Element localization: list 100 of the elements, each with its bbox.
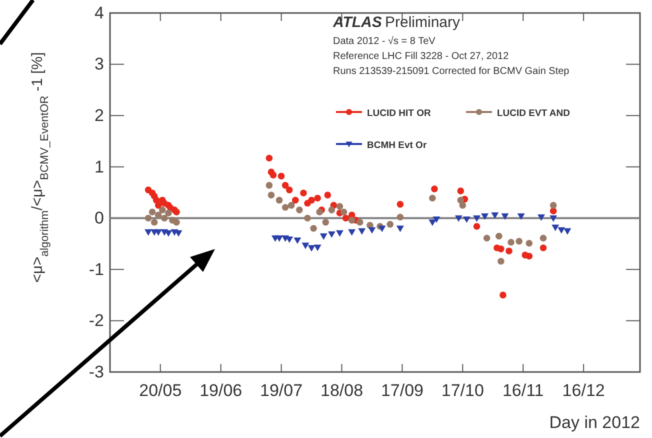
point [154,212,162,218]
point [336,202,344,210]
y-tick-label: 1 [94,157,104,176]
point [144,214,152,222]
point [501,213,509,220]
point [302,242,310,250]
point [266,182,273,189]
point [498,258,504,265]
point [288,202,295,209]
point [296,206,303,214]
point [266,154,273,162]
y-tick-label: 0 [94,208,104,228]
point [506,248,512,254]
point [282,182,289,189]
point [300,190,307,196]
point [304,214,311,222]
point [552,224,560,232]
point [564,228,572,235]
annotation: Data 2012 - √s = 8 TeV [333,36,436,47]
y-tick-label: 4 [94,3,104,22]
point [328,231,336,238]
point [396,214,404,221]
y-tick-label: -3 [88,362,104,382]
point [396,226,404,232]
point [161,214,168,222]
point [538,214,545,221]
point [276,196,283,204]
point [173,218,180,226]
point [498,246,504,252]
point [473,222,480,230]
point [558,227,566,234]
point [286,186,293,194]
point [356,218,364,226]
point [386,220,394,228]
point [348,229,356,236]
point [462,216,470,223]
x-tick-label: 17/09 [380,381,424,400]
point [473,215,481,222]
x-tick-label: 20/05 [139,381,182,400]
annotation: Reference LHC Fill 3228 - Oct 27, 2012 [333,51,510,62]
point [500,292,506,298]
point [268,192,275,198]
legend-label: LUCID HIT OR [367,108,431,119]
point [526,240,533,247]
point [294,237,302,244]
point [431,186,438,192]
x-tick-label: 18/08 [320,381,364,400]
point [428,220,436,226]
point [496,232,502,240]
point [282,204,289,211]
point [320,233,328,240]
point [378,226,386,232]
point [540,244,547,252]
point [358,228,366,235]
y-tick-label: -2 [88,311,104,330]
point [516,238,522,245]
point [336,230,344,237]
point [429,194,436,202]
point [154,202,162,209]
point [396,200,404,208]
point [459,202,466,209]
legend-label: LUCID EVT AND [497,108,570,119]
x-tick-label: 19/06 [200,381,242,400]
point [276,235,284,242]
point [457,188,464,194]
x-axis-title: Day in 2012 [549,413,640,432]
point [517,213,525,220]
point [148,208,156,216]
point [328,206,336,214]
annotation: ATLAS [332,14,382,31]
point [491,212,499,219]
point [348,216,356,224]
point [324,192,332,198]
point [158,206,166,214]
point [526,252,533,260]
x-tick-label: 19/07 [260,381,303,400]
point [314,244,322,252]
point [308,196,315,204]
point [292,196,299,204]
point [308,245,316,252]
point [481,213,489,220]
point [454,215,462,222]
annotation: Preliminary [385,14,461,31]
point [144,229,152,236]
y-tick-label: -1 [88,260,104,279]
point [540,234,547,242]
point [150,218,158,226]
point [340,208,348,216]
point [550,215,558,222]
annotation: Runs 213539-215091 Corrected for BCMV Gain Step [333,66,570,77]
point [314,194,321,202]
point [310,225,317,232]
point [165,210,172,216]
x-tick-label: 17/10 [441,381,484,400]
point [483,234,490,242]
point [278,172,285,180]
point [550,202,557,209]
legend-label: BCMH Evt Or [367,140,427,151]
y-tick-label: 2 [94,106,104,126]
point [432,216,440,223]
